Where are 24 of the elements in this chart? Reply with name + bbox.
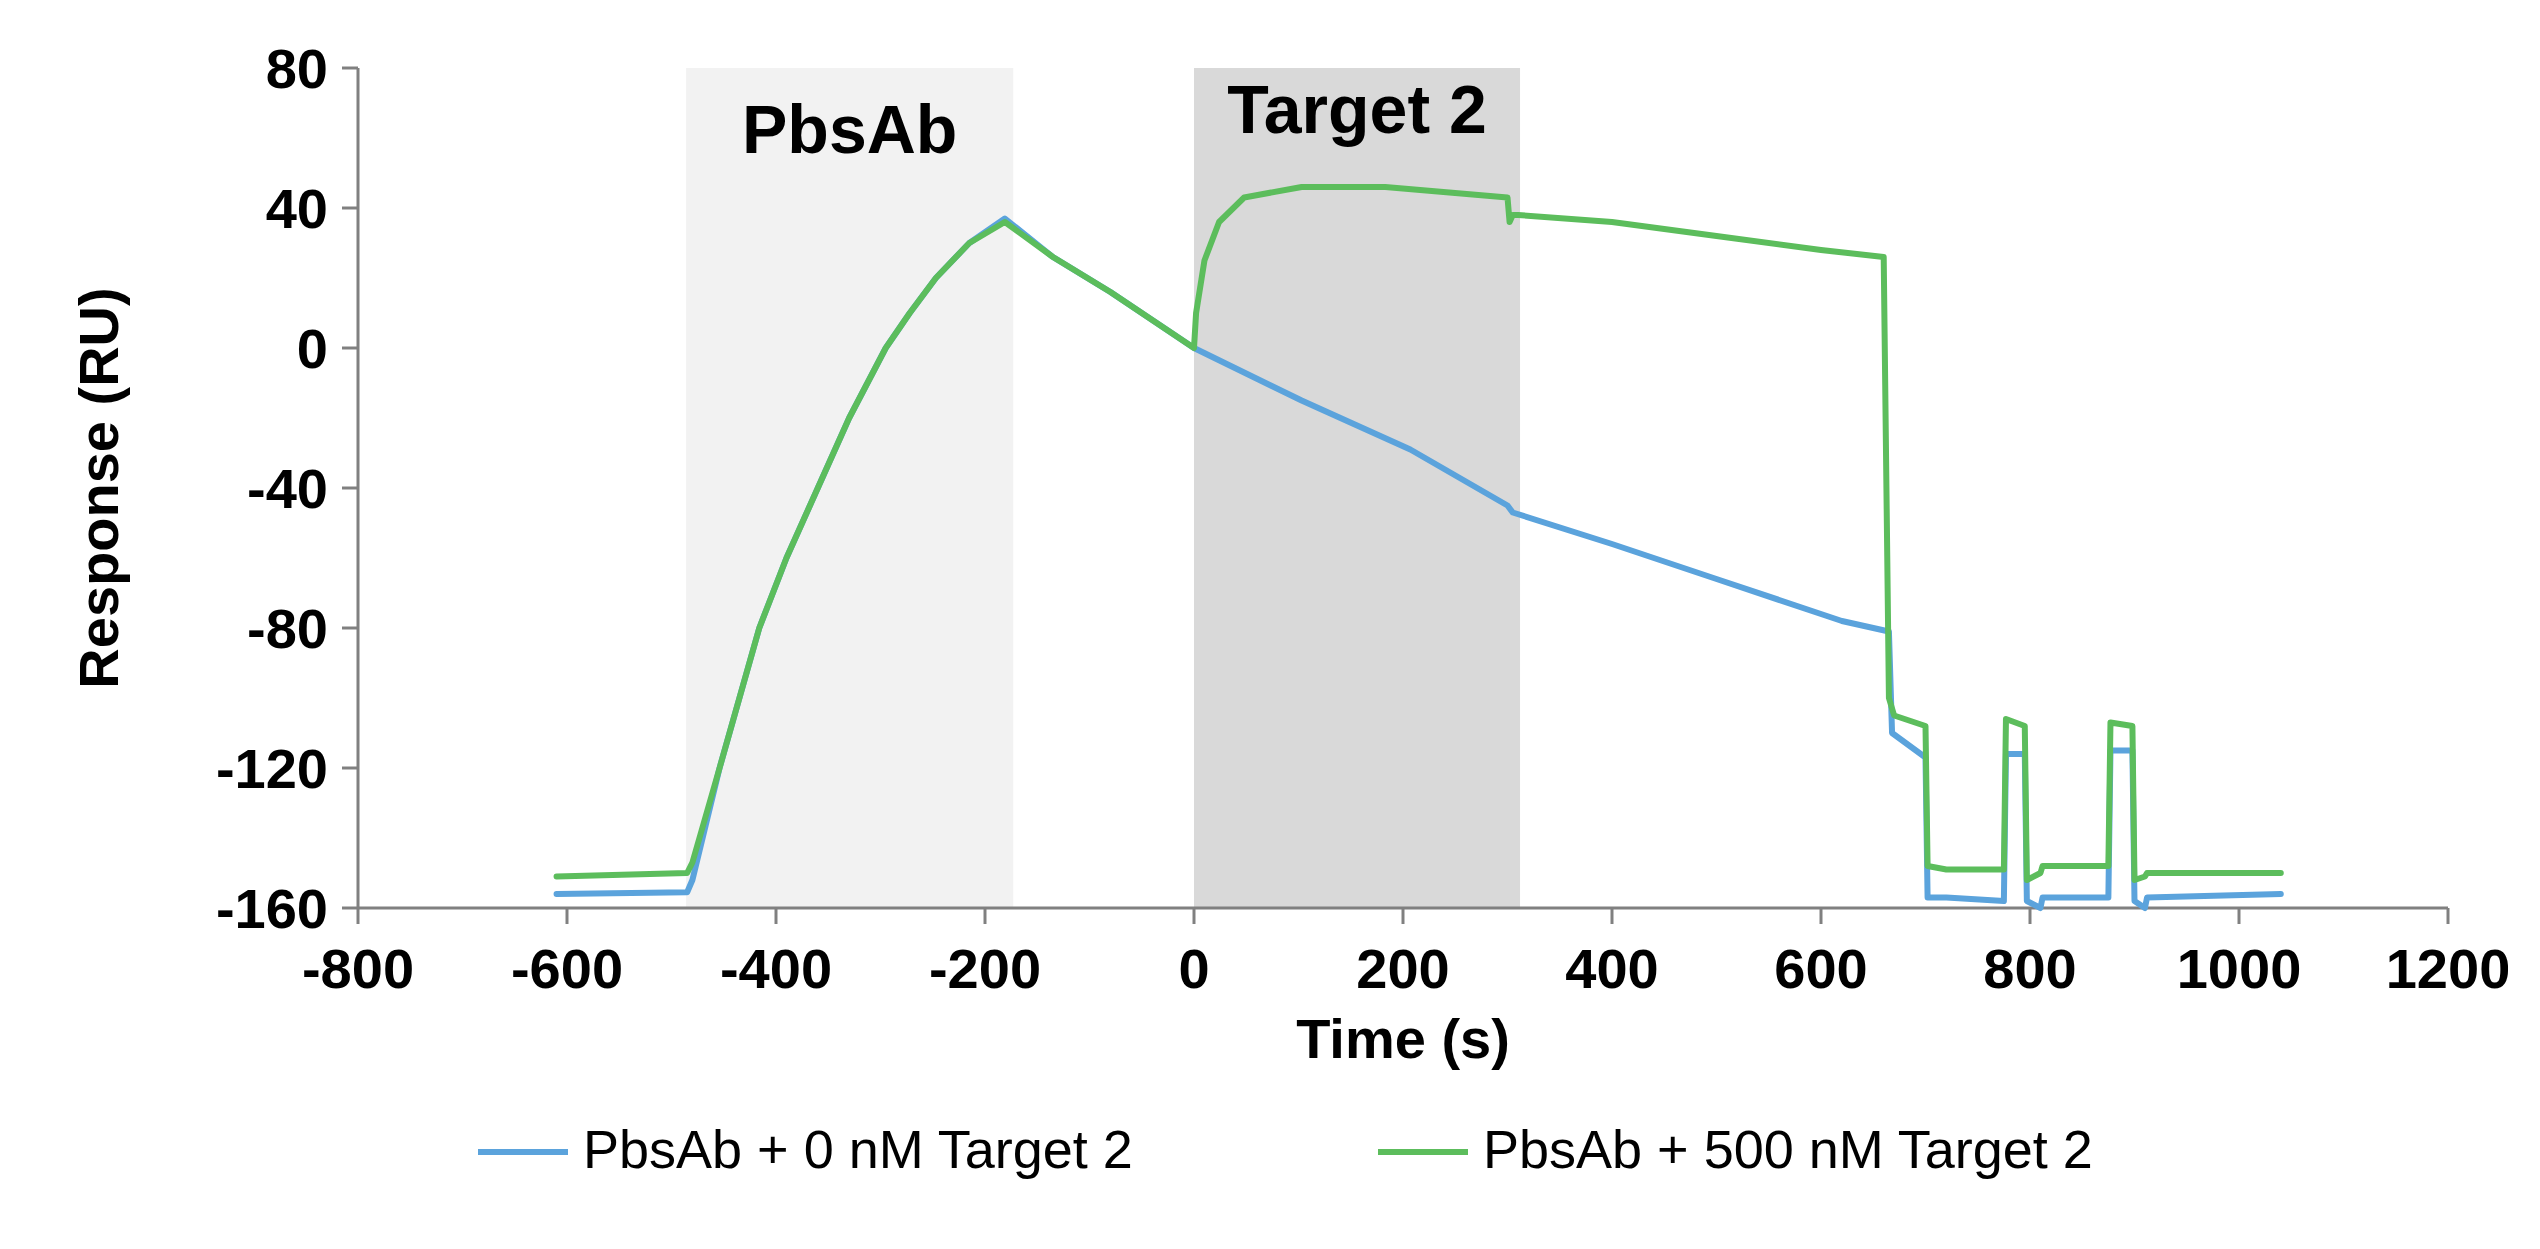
y-tick-label: 80 bbox=[265, 37, 328, 100]
y-tick-label: -40 bbox=[247, 457, 328, 520]
x-tick-label: -400 bbox=[719, 937, 833, 1000]
x-axis-title: Time (s) bbox=[1296, 1007, 1510, 1070]
x-tick-label: 1200 bbox=[2385, 937, 2511, 1000]
x-tick-label: -200 bbox=[928, 937, 1042, 1000]
x-tick-label: 800 bbox=[1983, 937, 2077, 1000]
y-axis-title: Response (RU) bbox=[67, 287, 130, 689]
x-tick-label: -600 bbox=[510, 937, 624, 1000]
x-tick-label: 200 bbox=[1356, 937, 1450, 1000]
band-label: Target 2 bbox=[1227, 71, 1487, 147]
x-tick-label: -800 bbox=[301, 937, 415, 1000]
x-tick-label: 0 bbox=[1178, 937, 1210, 1000]
legend-label: PbsAb + 0 nM Target 2 bbox=[583, 1119, 1133, 1179]
y-tick-label: -120 bbox=[215, 737, 328, 800]
y-tick-label: -160 bbox=[215, 877, 328, 940]
y-tick-label: 40 bbox=[265, 177, 328, 240]
x-tick-label: 600 bbox=[1774, 937, 1868, 1000]
y-tick-label: 0 bbox=[296, 317, 328, 380]
legend-label: PbsAb + 500 nM Target 2 bbox=[1483, 1119, 2093, 1179]
x-tick-label: 400 bbox=[1565, 937, 1659, 1000]
y-tick-label: -80 bbox=[247, 597, 328, 660]
band-label: PbsAb bbox=[741, 91, 958, 167]
x-tick-label: 1000 bbox=[2176, 937, 2302, 1000]
